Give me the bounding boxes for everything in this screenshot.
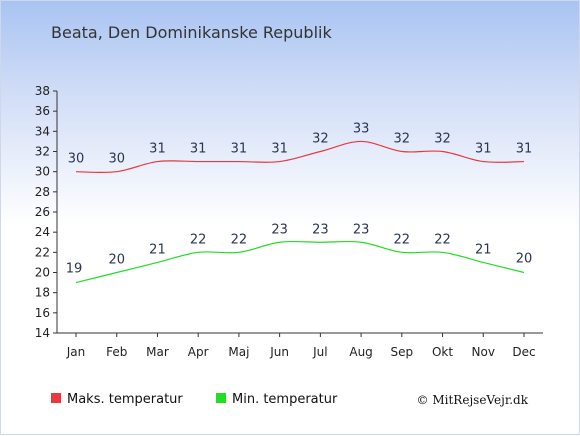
y-tick-label: 30 — [35, 165, 50, 179]
series-group — [75, 140, 525, 284]
data-label: 23 — [353, 222, 370, 237]
legend-swatch — [51, 393, 61, 403]
x-tick-label: Okt — [432, 345, 453, 359]
y-tick-label: 20 — [35, 266, 50, 280]
data-label: 31 — [231, 142, 248, 157]
y-tick-label: 24 — [35, 225, 50, 239]
y-tick-label: 36 — [35, 104, 50, 118]
legend: Maks. temperatur Min. temperatur — [51, 392, 338, 407]
data-labels: 30 30 31 31 31 31 32 33 32 32 31 31 19 20 21 22 22 23 23 23… — [66, 121, 533, 276]
y-tick-label: 32 — [35, 145, 50, 159]
y-tick-label: 26 — [35, 205, 50, 219]
y-ticks: 14 16 18 20 22 24 26 28 30 32 34 36 38 — [35, 84, 57, 340]
y-tick-label: 16 — [35, 306, 50, 320]
y-tick-label: 18 — [35, 286, 50, 300]
y-tick-label: 38 — [35, 84, 50, 98]
x-tick-label: Maj — [228, 345, 249, 359]
x-tick-label: Aug — [349, 345, 372, 359]
data-label: 19 — [66, 262, 83, 277]
legend-label: Maks. temperatur — [67, 392, 183, 407]
x-tick-label: Nov — [472, 345, 495, 359]
data-label: 21 — [149, 242, 166, 257]
data-label: 22 — [190, 232, 207, 247]
data-label: 32 — [434, 132, 451, 147]
data-label: 20 — [108, 253, 125, 268]
data-label: 30 — [108, 152, 125, 167]
x-tick-label: Jan — [66, 345, 86, 359]
x-tick-label: Sep — [391, 345, 414, 359]
y-tick-label: 14 — [35, 326, 50, 340]
data-label: 32 — [394, 132, 411, 147]
data-label: 21 — [475, 242, 492, 257]
data-label: 32 — [312, 132, 329, 147]
data-label: 31 — [190, 142, 207, 157]
data-label: 31 — [271, 142, 288, 157]
data-label: 20 — [516, 252, 533, 267]
data-label: 22 — [434, 232, 451, 247]
data-label: 22 — [394, 232, 411, 247]
y-tick-label: 28 — [35, 185, 50, 199]
x-tick-label: Mar — [146, 345, 169, 359]
x-tick-label: Jul — [312, 345, 327, 359]
legend-swatch — [216, 393, 226, 403]
data-label: 31 — [475, 142, 492, 157]
data-label: 22 — [231, 232, 248, 247]
series-line-min — [75, 240, 525, 284]
data-label: 33 — [353, 121, 370, 136]
x-tick-label: Jun — [269, 345, 289, 359]
copyright-text: © MitRejseVejr.dk — [417, 393, 529, 407]
x-ticks: Jan Feb Mar Apr Maj Jun Jul Aug Sep Okt Nov Dec — [66, 333, 536, 359]
y-tick-label: 22 — [35, 245, 50, 259]
legend-label: Min. temperatur — [232, 392, 338, 407]
data-label: 30 — [68, 152, 85, 167]
y-tick-label: 34 — [35, 124, 50, 138]
data-label: 23 — [312, 222, 329, 237]
chart-title: Beata, Den Dominikanske Republik — [51, 23, 332, 42]
data-label: 23 — [271, 222, 288, 237]
x-tick-label: Dec — [512, 345, 535, 359]
series-line-max — [75, 140, 525, 174]
x-tick-label: Feb — [106, 345, 127, 359]
data-label: 31 — [516, 142, 533, 157]
x-tick-label: Apr — [188, 345, 209, 359]
data-label: 31 — [149, 142, 166, 157]
